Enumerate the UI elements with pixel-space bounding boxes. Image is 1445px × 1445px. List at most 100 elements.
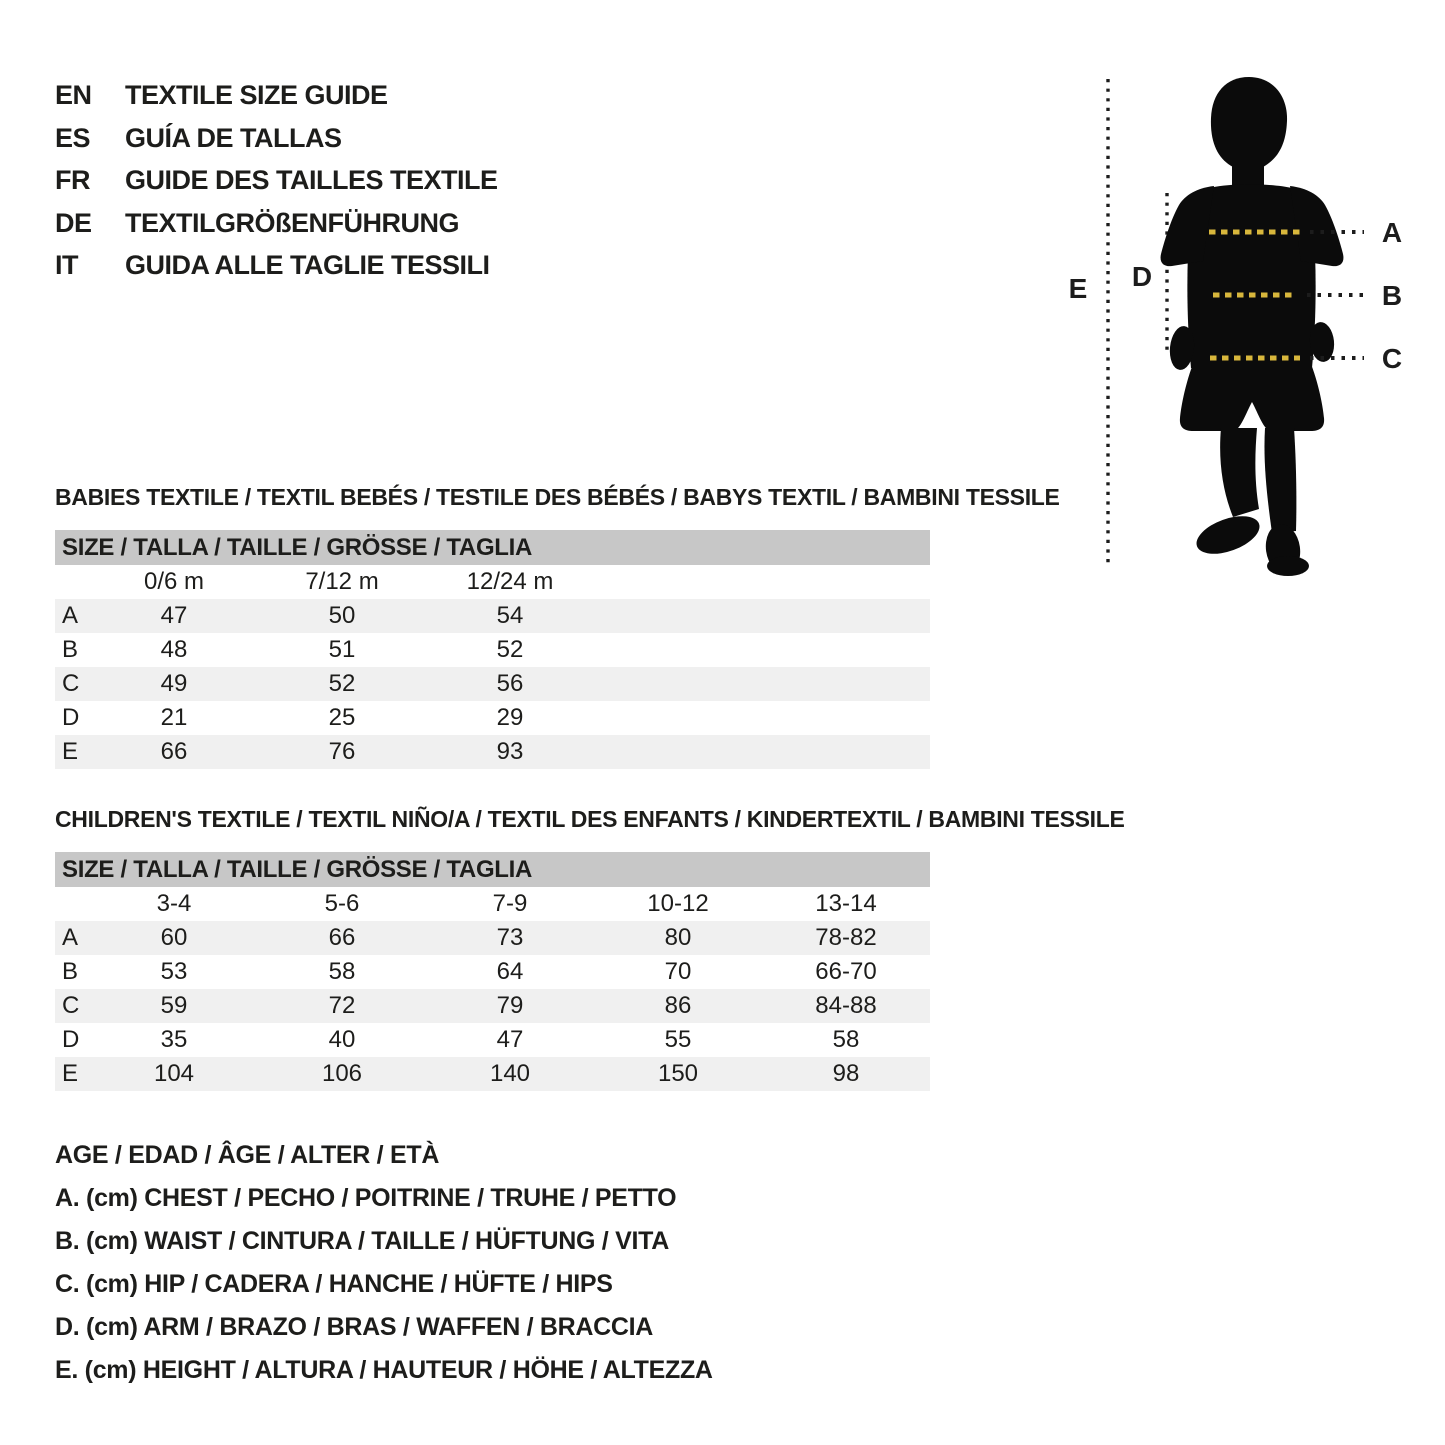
row-label: D — [62, 704, 80, 731]
row-label: E — [62, 738, 79, 765]
row-value: 93 — [496, 738, 524, 765]
row-value: 40 — [328, 1026, 356, 1053]
row-value: 35 — [160, 1026, 188, 1053]
row-value: 52 — [496, 636, 524, 663]
figure-label-b: B — [1382, 280, 1402, 311]
lang-row-en: EN TEXTILE SIZE GUIDE — [55, 74, 498, 117]
row-value: 58 — [832, 1026, 860, 1053]
table-row: D 35 40 47 55 58 — [55, 1023, 930, 1057]
lang-title-en: TEXTILE SIZE GUIDE — [125, 80, 388, 110]
row-value: 50 — [328, 602, 356, 629]
lang-row-it: IT GUIDA ALLE TAGLIE TESSILI — [55, 244, 498, 287]
row-value: 76 — [328, 738, 356, 765]
row-value: 60 — [160, 924, 188, 951]
figure-label-a: A — [1382, 217, 1402, 248]
measurement-legend: AGE / EDAD / ÂGE / ALTER / ETÀ A. (cm) C… — [55, 1134, 713, 1392]
babies-col-header: 7/12 m — [305, 568, 379, 595]
row-label: B — [62, 958, 79, 985]
lang-title-it: GUIDA ALLE TAGLIE TESSILI — [125, 250, 490, 281]
babies-size-table: SIZE / TALLA / TAILLE / GRÖSSE / TAGLIA … — [55, 530, 930, 769]
children-col-header: 10-12 — [647, 890, 709, 917]
row-value: 64 — [496, 958, 524, 985]
babies-column-header-row: 0/6 m 7/12 m 12/24 m — [55, 565, 930, 599]
row-value: 80 — [664, 924, 692, 951]
row-label: B — [62, 636, 79, 663]
row-value: 66-70 — [815, 958, 877, 985]
row-value: 54 — [496, 602, 524, 629]
lang-title-es: GUÍA DE TALLAS — [125, 122, 342, 153]
figure-label-c: C — [1382, 343, 1402, 374]
babies-section-title: BABIES TEXTILE / TEXTIL BEBÉS / TESTILE … — [55, 484, 1060, 510]
children-col-header: 13-14 — [815, 890, 877, 917]
table-row: A 60 66 73 80 78-82 — [55, 921, 930, 955]
lang-title-de: TEXTILGRÖßENFÜHRUNG — [125, 207, 460, 238]
row-value: 73 — [496, 924, 524, 951]
legend-line-age: AGE / EDAD / ÂGE / ALTER / ETÀ — [55, 1141, 440, 1169]
figure-label-e: E — [1069, 273, 1088, 304]
row-value: 52 — [328, 670, 356, 697]
lang-code-it: IT — [55, 250, 79, 281]
row-value: 53 — [160, 958, 188, 985]
language-title-block: EN TEXTILE SIZE GUIDE ES GUÍA DE TALLAS … — [55, 74, 498, 287]
row-value: 25 — [328, 704, 356, 731]
measure-lines — [1209, 229, 1364, 361]
babies-size-header-bar: SIZE / TALLA / TAILLE / GRÖSSE / TAGLIA — [55, 530, 930, 565]
children-col-header: 5-6 — [324, 890, 360, 917]
row-value: 58 — [328, 958, 356, 985]
row-value: 106 — [321, 1060, 363, 1087]
table-row: C 49 52 56 — [55, 667, 930, 701]
row-label: A — [62, 602, 79, 629]
row-value: 49 — [160, 670, 188, 697]
row-value: 66 — [328, 924, 356, 951]
lang-title-fr: GUIDE DES TAILLES TEXTILE — [125, 165, 498, 196]
lang-code-es: ES — [55, 122, 91, 153]
row-label: D — [62, 1026, 80, 1053]
child-silhouette-icon — [1160, 77, 1344, 576]
row-value: 79 — [496, 992, 524, 1019]
row-value: 86 — [664, 992, 692, 1019]
legend-line-waist: B. (cm) WAIST / CINTURA / TAILLE / HÜFTU… — [55, 1227, 669, 1255]
row-value: 72 — [328, 992, 356, 1019]
row-value: 47 — [496, 1026, 524, 1053]
children-col-header: 7-9 — [492, 890, 528, 917]
children-column-header-row: 3-4 5-6 7-9 10-12 13-14 — [55, 887, 930, 921]
row-value: 70 — [664, 958, 692, 985]
row-value: 66 — [160, 738, 188, 765]
row-value: 51 — [328, 636, 356, 663]
table-row: E 104 106 140 150 98 — [55, 1057, 930, 1091]
measurement-figure-svg: A B C D E — [1069, 77, 1402, 576]
table-row: B 53 58 64 70 66-70 — [55, 955, 930, 989]
row-value: 140 — [489, 1060, 531, 1087]
legend-line-hip: C. (cm) HIP / CADERA / HANCHE / HÜFTE / … — [55, 1270, 613, 1298]
row-label: E — [62, 1060, 79, 1087]
row-value: 47 — [160, 602, 188, 629]
figure-label-d: D — [1132, 261, 1152, 292]
lang-row-de: DE TEXTILGRÖßENFÜHRUNG — [55, 202, 498, 245]
row-value: 56 — [496, 670, 524, 697]
lang-code-en: EN — [55, 80, 92, 110]
table-row: E 66 76 93 — [55, 735, 930, 769]
row-value: 21 — [160, 704, 188, 731]
babies-col-header: 12/24 m — [466, 568, 554, 595]
lang-row-fr: FR GUIDE DES TAILLES TEXTILE — [55, 159, 498, 202]
table-row: B 48 51 52 — [55, 633, 930, 667]
row-value: 150 — [657, 1060, 699, 1087]
row-label: C — [62, 670, 80, 697]
table-row: D 21 25 29 — [55, 701, 930, 735]
row-value: 59 — [160, 992, 188, 1019]
children-size-table: SIZE / TALLA / TAILLE / GRÖSSE / TAGLIA … — [55, 852, 930, 1091]
lang-code-fr: FR — [55, 165, 91, 196]
row-value: 48 — [160, 636, 188, 663]
children-section-title: CHILDREN'S TEXTILE / TEXTIL NIÑO/A / TEX… — [55, 806, 1125, 832]
babies-col-header: 0/6 m — [143, 568, 205, 595]
legend-line-height: E. (cm) HEIGHT / ALTURA / HAUTEUR / HÖHE… — [55, 1356, 713, 1384]
row-value: 78-82 — [815, 924, 877, 951]
row-label: C — [62, 992, 80, 1019]
row-value: 98 — [832, 1060, 860, 1087]
row-value: 104 — [153, 1060, 195, 1087]
row-value: 55 — [664, 1026, 692, 1053]
child-measurement-figure: A B C D E — [1025, 60, 1445, 580]
row-value: 29 — [496, 704, 524, 731]
lang-code-de: DE — [55, 207, 92, 238]
